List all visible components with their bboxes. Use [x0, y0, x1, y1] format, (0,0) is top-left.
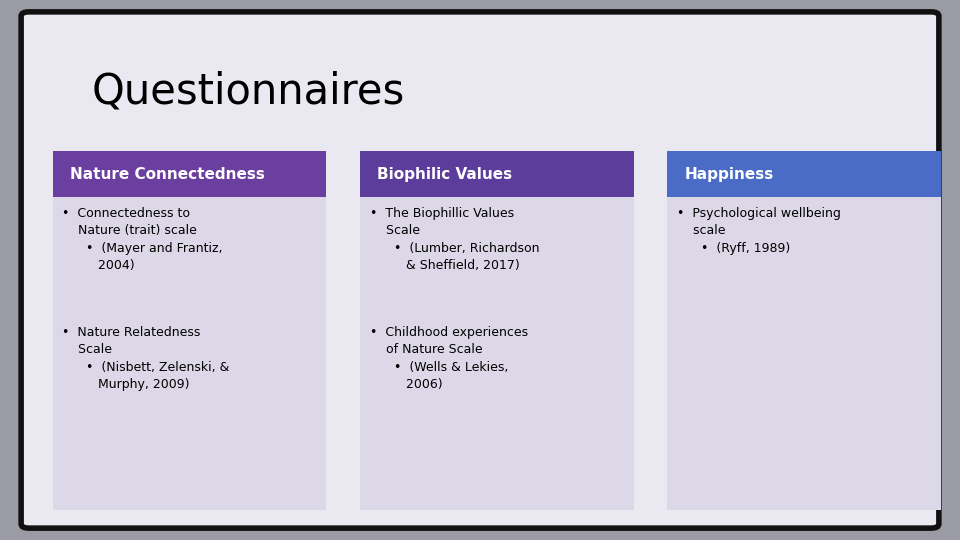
- FancyBboxPatch shape: [53, 197, 326, 510]
- FancyBboxPatch shape: [21, 12, 939, 528]
- FancyBboxPatch shape: [53, 151, 326, 197]
- Text: Happiness: Happiness: [684, 167, 774, 181]
- FancyBboxPatch shape: [360, 197, 634, 510]
- Text: Biophilic Values: Biophilic Values: [377, 167, 513, 181]
- Text: Questionnaires: Questionnaires: [91, 70, 404, 112]
- FancyBboxPatch shape: [360, 151, 634, 197]
- Text: •  The Biophillic Values
    Scale
      •  (Lumber, Richardson
         & Sheff: • The Biophillic Values Scale • (Lumber,…: [370, 207, 540, 272]
- Text: •  Psychological wellbeing
    scale
      •  (Ryff, 1989): • Psychological wellbeing scale • (Ryff,…: [677, 207, 841, 255]
- Text: •  Nature Relatedness
    Scale
      •  (Nisbett, Zelenski, &
         Murphy, : • Nature Relatedness Scale • (Nisbett, Z…: [62, 326, 229, 391]
- Text: Nature Connectedness: Nature Connectedness: [70, 167, 265, 181]
- FancyBboxPatch shape: [667, 197, 941, 510]
- FancyBboxPatch shape: [667, 151, 941, 197]
- Text: •  Connectedness to
    Nature (trait) scale
      •  (Mayer and Frantiz,
      : • Connectedness to Nature (trait) scale …: [62, 207, 223, 272]
- Text: •  Childhood experiences
    of Nature Scale
      •  (Wells & Lekies,
         : • Childhood experiences of Nature Scale …: [370, 326, 528, 391]
